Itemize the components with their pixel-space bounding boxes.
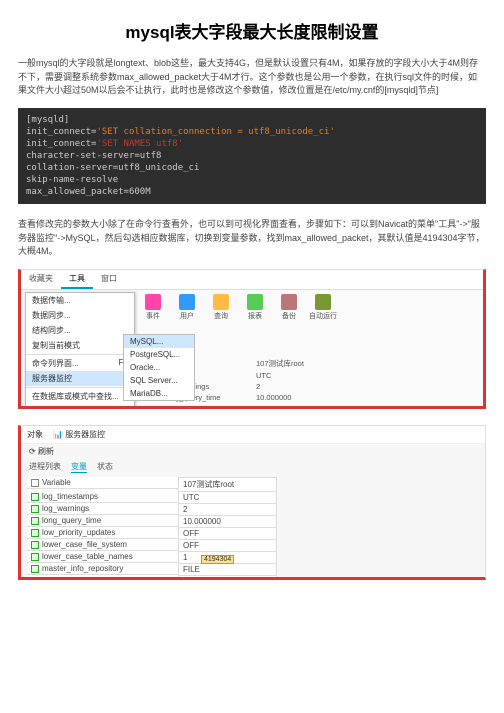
server-monitor-submenu: MySQL...PostgreSQL...Oracle...SQL Server… (123, 334, 195, 401)
table-row[interactable]: master_verify_checksumOFF (27, 575, 277, 580)
tab-server-monitor[interactable]: 📊 服务器监控 (53, 429, 105, 440)
tab-object[interactable]: 对象 (27, 429, 43, 440)
menu-item[interactable]: 数据传输... (26, 293, 134, 308)
submenu-item[interactable]: MariaDB... (124, 387, 194, 400)
subtab-status[interactable]: 状态 (97, 461, 113, 473)
tab-window[interactable]: 窗口 (93, 270, 125, 289)
highlight-callout: 4194304 (201, 555, 234, 564)
code-line: init_connect='SET collation_connection =… (26, 126, 478, 138)
menu-item[interactable]: 服务器监控▸ (26, 371, 134, 386)
menu-item[interactable]: 复制当前模式 (26, 338, 134, 353)
tab-favorites[interactable]: 收藏夹 (21, 270, 61, 289)
header-variable: Variable (27, 477, 178, 489)
screenshot-navicat-menu: 收藏夹 工具 窗口 数据传输...数据同步...结构同步...复制当前模式命令列… (18, 269, 486, 409)
menu-item[interactable]: 历史日志...Ctrl+H (26, 404, 134, 409)
code-line: init_connect='SET NAMES utf8' (26, 138, 478, 150)
toolbar-icon[interactable]: 报表 (239, 294, 271, 321)
screenshot-server-monitor: 对象 📊 服务器监控 ⟳ 刷新 进程列表 变量 状态 Variable 107测… (18, 425, 486, 580)
code-line: [mysqld] (26, 114, 478, 126)
submenu-item[interactable]: Oracle... (124, 361, 194, 374)
table-row[interactable]: master_info_repositoryFILE (27, 563, 277, 575)
toolbar-icon[interactable]: 查询 (205, 294, 237, 321)
toolbar-icon[interactable]: 用户 (171, 294, 203, 321)
subtab-variables[interactable]: 变量 (71, 461, 87, 473)
table-row[interactable]: low_priority_updatesOFF (27, 527, 277, 539)
table-header-row: Variable 107测试库root (27, 477, 277, 491)
table-row[interactable]: long_query_time10.000000 (27, 515, 277, 527)
tools-dropdown: 数据传输...数据同步...结构同步...复制当前模式命令列界面...F6服务器… (25, 292, 135, 409)
table-row[interactable]: lower_case_table_names1 (27, 551, 277, 563)
toolbar-icon[interactable]: 自动运行 (307, 294, 339, 321)
code-line: max_allowed_packet=600M (26, 186, 478, 198)
variables-table: Variable 107测试库root log_timestampsUTClog… (27, 477, 277, 580)
header-value: 107测试库root (179, 477, 277, 491)
steps-paragraph: 查看修改完的参数大小除了在命令行查看外，也可以到可视化界面查看，步骤如下：可以到… (18, 218, 486, 259)
code-line: character-set-server=utf8 (26, 150, 478, 162)
tab-tools[interactable]: 工具 (61, 270, 93, 289)
code-line: skip-name-resolve (26, 174, 478, 186)
submenu-item[interactable]: PostgreSQL... (124, 348, 194, 361)
table-row[interactable]: log_timestampsUTC (27, 491, 277, 503)
code-line: collation-server=utf8_unicode_ci (26, 162, 478, 174)
menu-item[interactable]: 在数据库或模式中查找... (26, 389, 134, 404)
menubar: 收藏夹 工具 窗口 (21, 270, 483, 290)
toolbar-icon[interactable]: 事件 (137, 294, 169, 321)
config-code-block: [mysqld] init_connect='SET collation_con… (18, 108, 486, 205)
submenu-item[interactable]: SQL Server... (124, 374, 194, 387)
table-row[interactable]: log_warnings2 (27, 503, 277, 515)
object-tabs: 对象 📊 服务器监控 (21, 426, 485, 444)
page-title: mysql表大字段最大长度限制设置 (18, 18, 486, 43)
monitor-subtabs: 进程列表 变量 状态 (21, 459, 485, 475)
menu-item[interactable]: 命令列界面...F6 (26, 356, 134, 371)
submenu-item[interactable]: MySQL... (124, 335, 194, 348)
toolbar-icon[interactable]: 备份 (273, 294, 305, 321)
refresh-button[interactable]: ⟳ 刷新 (29, 447, 54, 456)
menu-item[interactable]: 数据同步... (26, 308, 134, 323)
menu-item[interactable]: 结构同步... (26, 323, 134, 338)
subtab-processlist[interactable]: 进程列表 (29, 461, 61, 473)
table-row[interactable]: lower_case_file_systemOFF (27, 539, 277, 551)
intro-paragraph: 一般mysql的大字段就是longtext、blob这些，最大支持4G，但是默认… (18, 57, 486, 98)
